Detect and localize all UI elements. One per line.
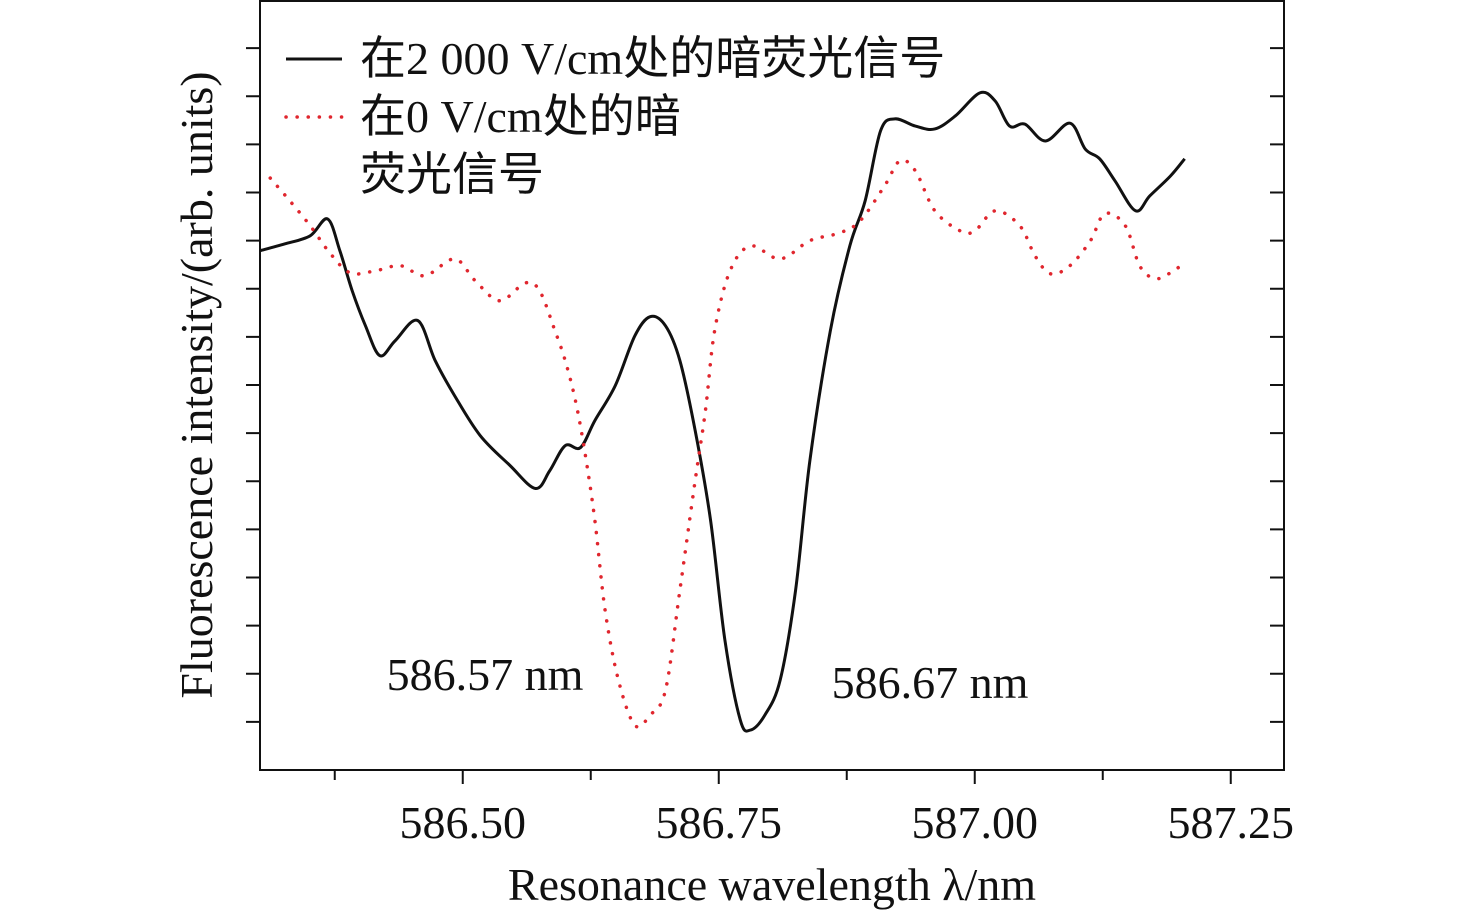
legend-entry: 在0 V/cm处的暗荧光信号 — [282, 88, 945, 204]
legend-label: 在0 V/cm处的暗荧光信号 — [360, 91, 681, 200]
x-axis-label: Resonance wavelength λ/nm — [508, 859, 1036, 910]
series-line — [268, 158, 1187, 729]
annotation: 586.57 nm — [387, 649, 584, 700]
x-tick-label: 587.00 — [912, 797, 1039, 848]
legend: 在2 000 V/cm处的暗荧光信号在0 V/cm处的暗荧光信号 — [282, 30, 945, 204]
annotation: 586.67 nm — [832, 657, 1029, 708]
x-tick-label: 586.50 — [400, 797, 527, 848]
legend-swatch — [286, 57, 342, 61]
x-tick-label: 587.25 — [1168, 797, 1295, 848]
y-axis-label: Fluorescence intensity/(arb. units) — [171, 71, 222, 698]
x-tick-label: 586.75 — [656, 797, 783, 848]
series-line — [259, 90, 1186, 733]
legend-label: 在2 000 V/cm处的暗荧光信号 — [360, 33, 946, 84]
legend-swatch — [284, 115, 344, 119]
legend-entry: 在2 000 V/cm处的暗荧光信号 — [282, 30, 945, 88]
